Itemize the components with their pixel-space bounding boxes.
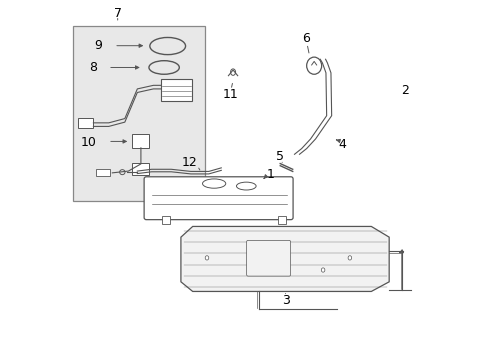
Text: 6: 6 [302, 32, 309, 45]
Ellipse shape [347, 256, 351, 260]
Text: 2: 2 [401, 84, 408, 97]
Polygon shape [181, 226, 388, 292]
Text: 8: 8 [88, 61, 97, 74]
FancyBboxPatch shape [144, 177, 292, 220]
Text: 3: 3 [281, 294, 289, 307]
FancyBboxPatch shape [162, 216, 170, 224]
Ellipse shape [321, 268, 324, 272]
Text: 9: 9 [94, 39, 102, 52]
Text: 11: 11 [222, 88, 238, 101]
FancyBboxPatch shape [73, 26, 205, 202]
FancyBboxPatch shape [160, 78, 192, 101]
Text: 7: 7 [113, 8, 122, 21]
FancyBboxPatch shape [278, 216, 285, 224]
Ellipse shape [205, 256, 208, 260]
FancyBboxPatch shape [132, 134, 149, 148]
Text: 5: 5 [276, 150, 284, 163]
Text: 12: 12 [181, 156, 197, 169]
Text: 1: 1 [266, 168, 274, 181]
Text: 10: 10 [81, 136, 97, 149]
Text: 4: 4 [338, 138, 346, 151]
FancyBboxPatch shape [96, 169, 110, 176]
FancyBboxPatch shape [246, 240, 290, 276]
FancyBboxPatch shape [78, 118, 93, 128]
FancyBboxPatch shape [132, 163, 149, 175]
